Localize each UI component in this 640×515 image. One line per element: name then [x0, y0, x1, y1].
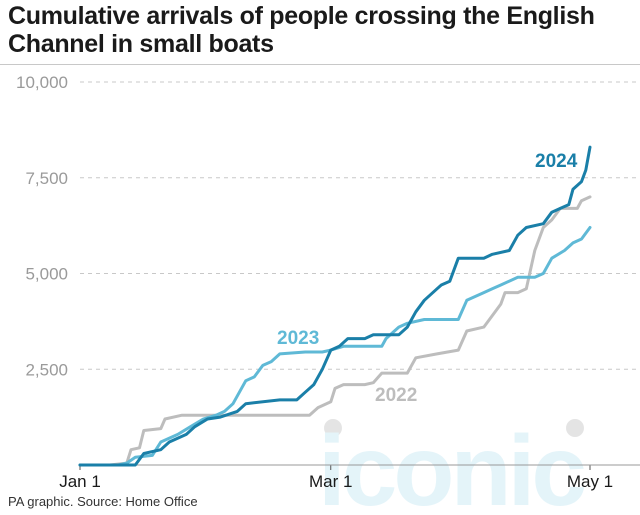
series-lines [78, 145, 592, 467]
series-labels: 2024 2023 2022 [277, 151, 578, 406]
y-axis-ticks: 2,500 5,000 7,500 10,000 [16, 73, 68, 379]
watermark-dot-2 [566, 419, 584, 437]
y-tick-label: 2,500 [25, 360, 68, 379]
source-note: PA graphic. Source: Home Office [8, 494, 198, 509]
series-line-2022 [78, 195, 592, 467]
series-label-2024: 2024 [535, 151, 578, 172]
x-tick-label: Mar 1 [309, 472, 352, 491]
x-tick-label: May 1 [567, 472, 613, 491]
x-tick-label: Jan 1 [59, 472, 101, 491]
series-label-2022: 2022 [375, 385, 417, 406]
watermark-dot-1 [324, 419, 342, 437]
title-divider [0, 64, 640, 65]
series-label-2023: 2023 [277, 328, 319, 349]
y-tick-label: 5,000 [25, 265, 68, 284]
chart-title: Cumulative arrivals of people crossing t… [8, 2, 595, 58]
y-tick-label: 10,000 [16, 73, 68, 92]
x-axis-ticks: Jan 1 Mar 1 May 1 [59, 465, 613, 491]
grid-lines [80, 81, 640, 370]
series-line-2024 [78, 145, 592, 467]
y-tick-label: 7,500 [25, 169, 68, 188]
